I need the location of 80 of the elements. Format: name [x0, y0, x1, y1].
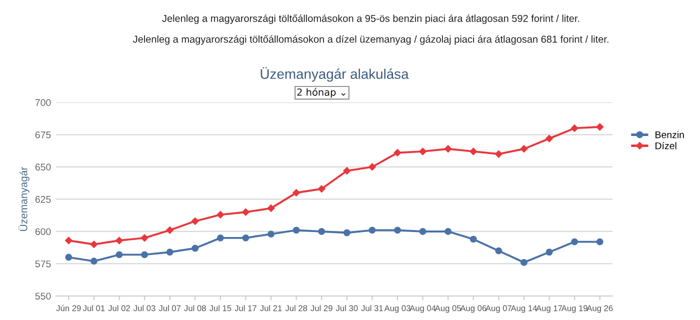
- x-tick-label: Jul 31: [361, 305, 383, 312]
- legend-label: Benzin: [656, 131, 684, 138]
- point: [242, 208, 250, 216]
- x-tick-label: Jul 21: [260, 305, 282, 312]
- point: [419, 228, 426, 235]
- y-tick-label: 675: [35, 131, 51, 138]
- point: [368, 226, 376, 234]
- point: [546, 134, 553, 142]
- point: [90, 258, 98, 265]
- point: [571, 238, 578, 246]
- text: Jelenleg a magyarországi töltőállomásokon a 95-ös benzin piaci ára átlagosan 592 forint / liter.: [162, 14, 580, 24]
- point: [444, 145, 452, 153]
- x-tick-label: Jul 01: [82, 305, 105, 312]
- point: [596, 123, 604, 131]
- x-tick-label: Jún 29: [56, 304, 81, 312]
- point: [65, 236, 72, 244]
- point: [292, 189, 300, 196]
- point: [470, 236, 477, 243]
- point: [166, 226, 174, 234]
- point: [216, 234, 224, 242]
- y-tick-label: 550: [35, 292, 51, 300]
- point: [470, 148, 478, 156]
- x-tick-label: Jul 17: [234, 305, 256, 312]
- point: [166, 248, 174, 256]
- point: [394, 226, 401, 234]
- chart-title: Üzemanyagár alakulása: [260, 67, 409, 82]
- y-tick-label: 700: [35, 99, 51, 106]
- point: [140, 234, 148, 242]
- point: [495, 247, 502, 254]
- x-tick-label: Aug 03: [384, 305, 410, 313]
- point: [65, 254, 72, 261]
- x-tick-label: Jul 30: [336, 305, 358, 312]
- point: [546, 248, 553, 256]
- x-tick-label: Jul 07: [158, 305, 181, 312]
- x-tick-label: Aug 14: [510, 305, 537, 313]
- point: [570, 124, 578, 132]
- point: [419, 148, 426, 156]
- point: [318, 228, 326, 235]
- point: [343, 229, 350, 236]
- y-tick-label: 600: [35, 228, 51, 236]
- point: [116, 251, 123, 258]
- point: [368, 163, 376, 171]
- x-tick-label: Aug 06: [460, 305, 486, 313]
- point: [90, 240, 98, 248]
- point: [268, 230, 274, 238]
- point: [444, 228, 452, 235]
- x-tick-label: Jul 08: [184, 305, 206, 312]
- x-tick-label: Jul 02: [108, 305, 130, 312]
- text: 2 hónap ⌄: [297, 88, 346, 98]
- x-tick-label: Aug 26: [586, 305, 613, 313]
- x-tick-label: Aug 19: [561, 305, 588, 313]
- point: [242, 234, 250, 242]
- y-axis-title: Üzemanyagár: [18, 166, 30, 231]
- point: [267, 204, 275, 212]
- point: [292, 226, 300, 234]
- point: [520, 258, 528, 266]
- y-tick-label: 650: [35, 164, 51, 171]
- point: [191, 218, 199, 225]
- point: [343, 167, 351, 174]
- legend-label: Dízel: [656, 142, 676, 150]
- point: [216, 211, 224, 218]
- x-tick-label: Jul 29: [310, 305, 332, 312]
- y-tick-label: 575: [35, 260, 51, 268]
- x-tick-label: Aug 17: [536, 305, 562, 313]
- y-tick-label: 625: [35, 196, 51, 203]
- x-tick-label: Aug 04: [410, 305, 436, 313]
- point: [192, 244, 199, 252]
- point: [141, 251, 148, 258]
- x-tick-label: Aug 05: [434, 305, 461, 313]
- point: [596, 238, 604, 246]
- point: [520, 145, 528, 153]
- x-tick-label: Jul 28: [285, 305, 308, 312]
- text: Jelenleg a magyarországi töltőállomásokon a dízel üzemanyag / gázolaj piaci ára átlagosan 681 forint / liter.: [132, 35, 608, 45]
- point: [394, 149, 402, 156]
- x-tick-label: Jul 15: [209, 305, 232, 312]
- x-tick-label: Aug 07: [485, 305, 512, 313]
- point: [495, 150, 502, 158]
- point: [318, 185, 326, 193]
- x-tick-label: Jul 03: [134, 305, 156, 312]
- point: [116, 236, 123, 244]
